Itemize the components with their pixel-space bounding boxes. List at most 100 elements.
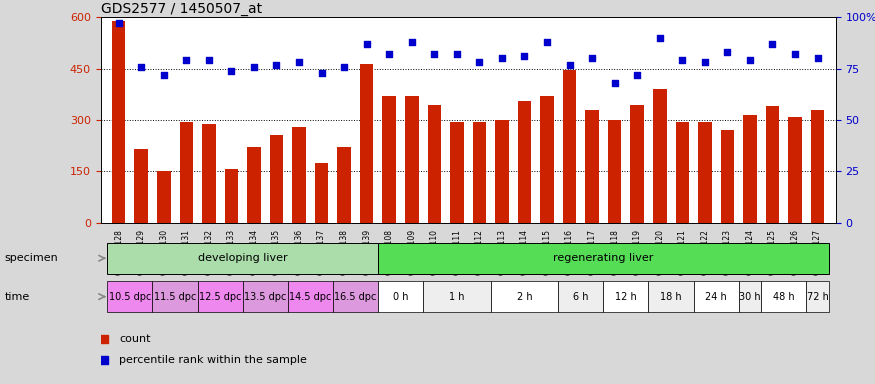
Text: 14.5 dpc: 14.5 dpc — [289, 291, 332, 302]
Point — [450, 51, 464, 57]
Point — [676, 57, 690, 63]
Point — [382, 51, 396, 57]
Text: 16.5 dpc: 16.5 dpc — [334, 291, 376, 302]
Bar — [653, 89, 667, 223]
Point — [270, 61, 284, 68]
Point — [315, 70, 329, 76]
Bar — [495, 120, 508, 223]
Bar — [405, 96, 418, 223]
Bar — [378, 281, 423, 312]
Bar — [423, 281, 491, 312]
Point — [788, 51, 802, 57]
Bar — [604, 281, 648, 312]
Point — [517, 53, 531, 60]
Bar — [332, 281, 378, 312]
Point — [224, 68, 238, 74]
Text: 6 h: 6 h — [573, 291, 589, 302]
Bar — [270, 136, 284, 223]
Bar — [563, 70, 577, 223]
Text: 11.5 dpc: 11.5 dpc — [154, 291, 196, 302]
Bar — [450, 122, 464, 223]
Bar — [135, 149, 148, 223]
Bar — [292, 127, 305, 223]
Point — [495, 55, 509, 61]
Point — [743, 57, 757, 63]
Point — [360, 41, 374, 47]
Text: regenerating liver: regenerating liver — [553, 253, 654, 263]
Text: developing liver: developing liver — [198, 253, 288, 263]
Bar — [540, 96, 554, 223]
Text: 24 h: 24 h — [705, 291, 727, 302]
Point — [473, 60, 487, 66]
Bar — [473, 122, 487, 223]
Point — [202, 57, 216, 63]
Bar — [698, 122, 711, 223]
Text: specimen: specimen — [4, 253, 58, 263]
Text: 10.5 dpc: 10.5 dpc — [108, 291, 151, 302]
Point — [112, 20, 126, 26]
Point — [292, 60, 306, 66]
Point — [157, 72, 171, 78]
Text: 2 h: 2 h — [516, 291, 532, 302]
Point — [540, 39, 554, 45]
Bar — [157, 170, 171, 223]
Bar — [242, 281, 288, 312]
Point — [247, 63, 261, 70]
Bar — [788, 117, 802, 223]
Bar — [694, 281, 738, 312]
Text: 12.5 dpc: 12.5 dpc — [199, 291, 242, 302]
Bar — [288, 281, 332, 312]
Bar — [202, 124, 215, 223]
Text: 30 h: 30 h — [739, 291, 760, 302]
Bar — [721, 130, 734, 223]
Bar — [608, 120, 621, 223]
Text: time: time — [4, 291, 30, 302]
Text: GDS2577 / 1450507_at: GDS2577 / 1450507_at — [101, 2, 262, 16]
Text: 13.5 dpc: 13.5 dpc — [244, 291, 286, 302]
Bar — [428, 104, 441, 223]
Bar — [631, 104, 644, 223]
Bar — [152, 281, 198, 312]
Text: percentile rank within the sample: percentile rank within the sample — [119, 356, 307, 366]
Point — [563, 61, 577, 68]
Bar — [382, 96, 396, 223]
Point — [630, 72, 644, 78]
Bar — [676, 122, 690, 223]
Bar — [518, 101, 531, 223]
Bar — [378, 243, 829, 274]
Text: 0 h: 0 h — [393, 291, 409, 302]
Bar — [338, 147, 351, 223]
Point — [698, 60, 712, 66]
Text: 1 h: 1 h — [449, 291, 465, 302]
Point — [134, 63, 148, 70]
Bar — [766, 106, 780, 223]
Bar — [743, 115, 757, 223]
Text: 72 h: 72 h — [807, 291, 829, 302]
Text: 12 h: 12 h — [615, 291, 637, 302]
Point — [337, 63, 351, 70]
Bar — [491, 281, 558, 312]
Point — [585, 55, 599, 61]
Bar — [648, 281, 694, 312]
Bar — [558, 281, 604, 312]
Bar — [108, 281, 152, 312]
Bar — [198, 281, 242, 312]
Point — [405, 39, 419, 45]
Text: 18 h: 18 h — [661, 291, 682, 302]
Bar — [108, 243, 378, 274]
Bar — [807, 281, 829, 312]
Bar — [315, 163, 328, 223]
Bar — [179, 122, 193, 223]
Bar — [225, 169, 238, 223]
Point — [810, 55, 824, 61]
Point — [720, 49, 734, 55]
Bar — [247, 147, 261, 223]
Point — [179, 57, 193, 63]
Point — [766, 41, 780, 47]
Text: count: count — [119, 334, 150, 344]
Bar — [112, 21, 125, 223]
Bar — [811, 110, 824, 223]
Bar — [738, 281, 761, 312]
Point — [653, 35, 667, 41]
Bar — [585, 110, 598, 223]
